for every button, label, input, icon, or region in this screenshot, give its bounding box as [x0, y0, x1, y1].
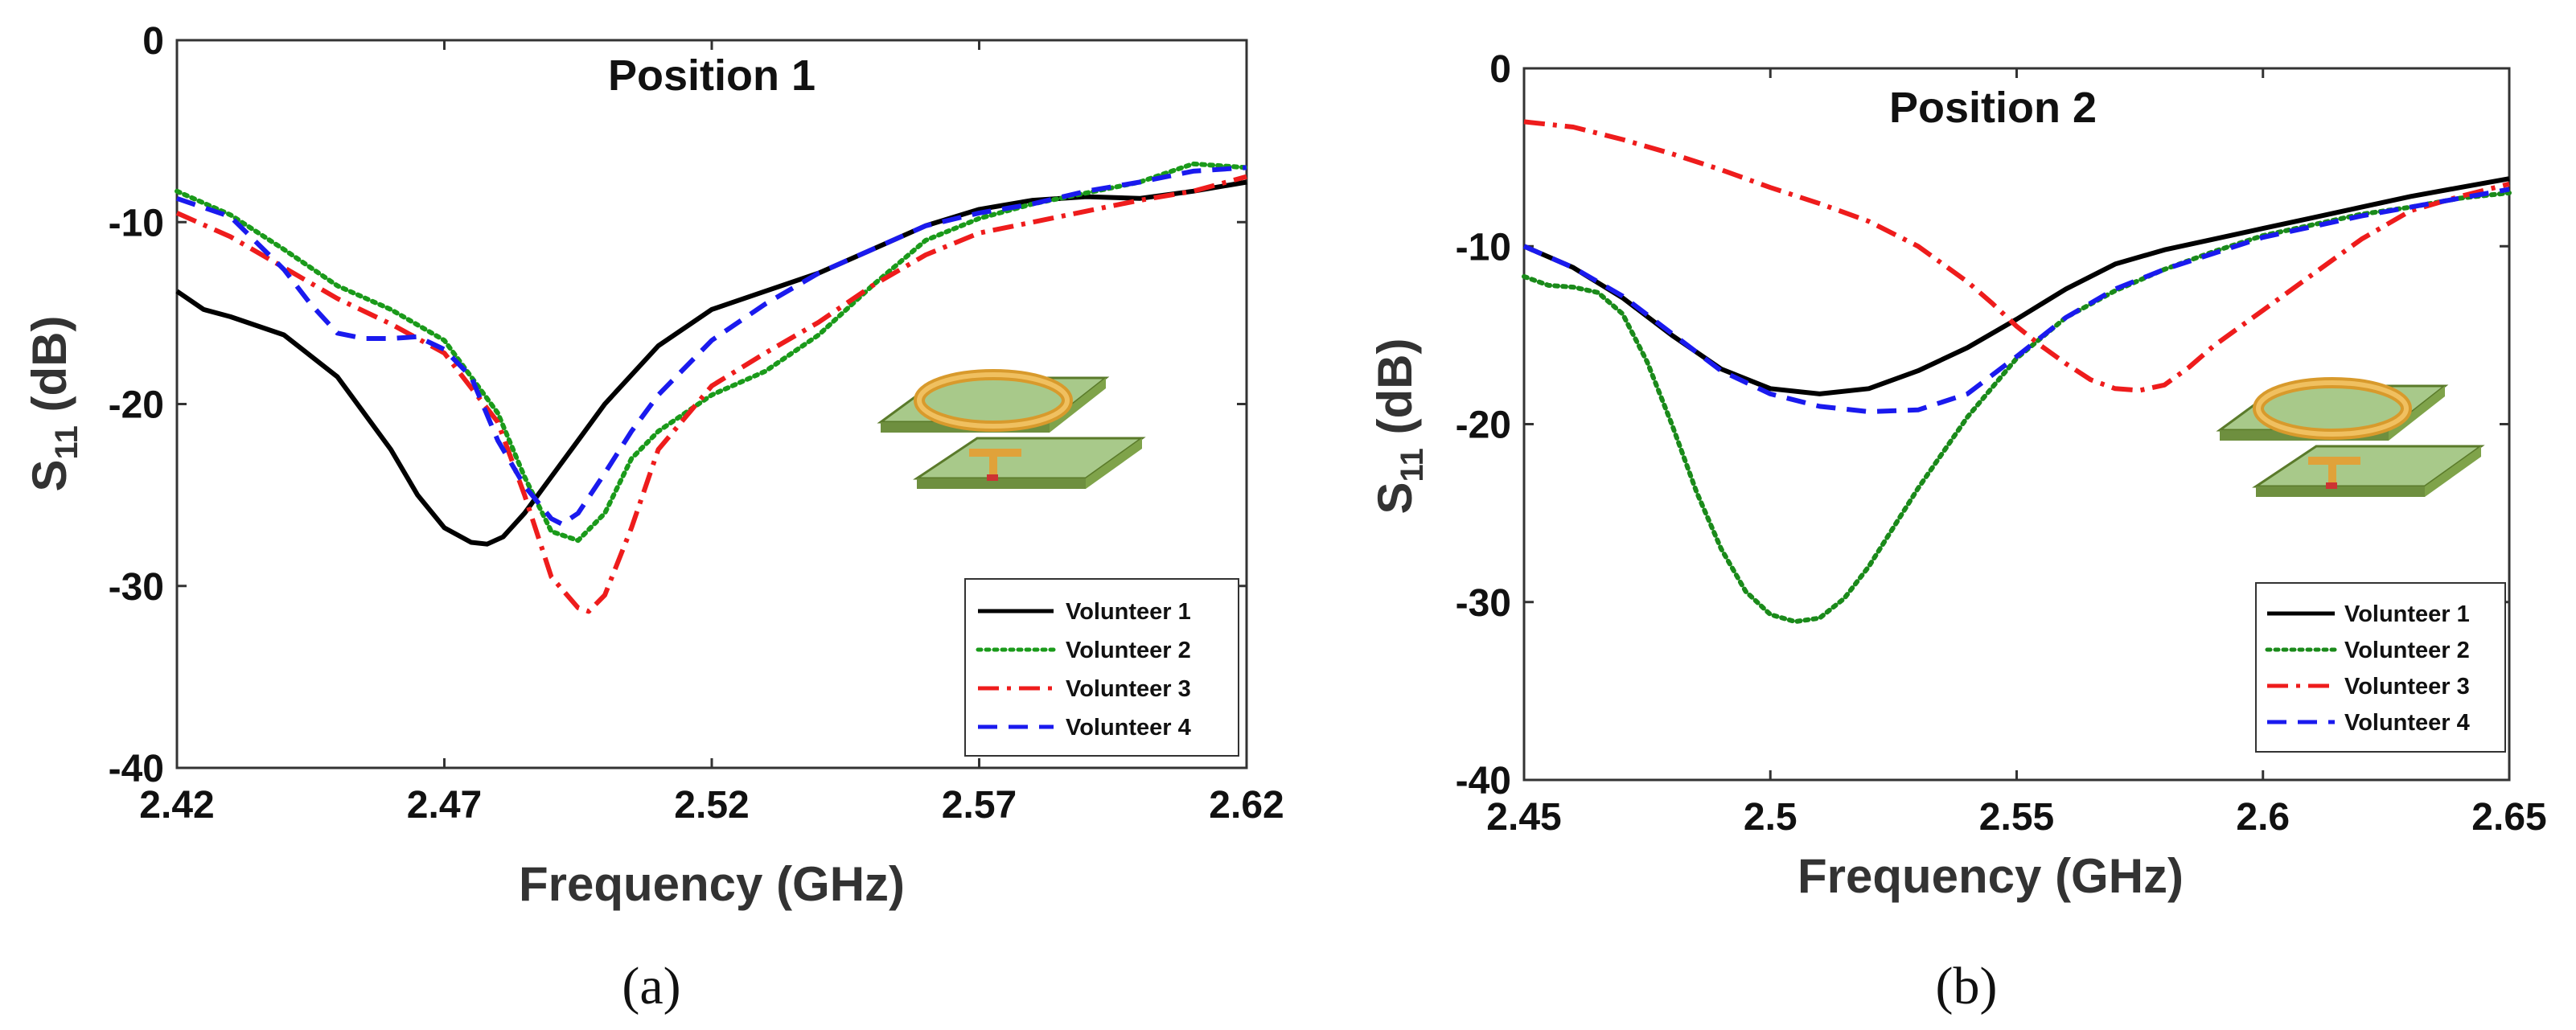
x-tick-label: 2.55	[1979, 796, 2054, 839]
y-tick-label: -10	[109, 202, 164, 244]
series-line-volunteer-4	[176, 165, 1247, 527]
y-axis-title-main: S	[1368, 482, 1422, 514]
axis-ticks: 2.42 2.47 2.52 2.57 2.62 0 -10 -20 -30 -40	[109, 20, 1284, 827]
y-axis-title-sub: 11	[49, 425, 84, 459]
y-axis-title: S11 (dB)	[1368, 339, 1430, 515]
series-line-volunteer-1	[175, 179, 1247, 547]
svg-text:S11 (dB): S11 (dB)	[23, 316, 84, 492]
series-line-volunteer-4	[1522, 187, 2510, 414]
legend-entry-volunteer-2: Volunteer 2	[2265, 638, 2470, 663]
x-tick-label: 2.5	[1744, 796, 1797, 839]
legend-entry-volunteer-4: Volunteer 4	[2267, 710, 2470, 736]
y-axis-title-unit: (dB)	[1368, 339, 1422, 449]
y-axis-title-main: S	[23, 459, 76, 491]
y-axis-title-sub: 11	[1395, 448, 1430, 482]
antenna-inset-icon	[2216, 377, 2485, 497]
panel-label: (a)	[622, 957, 680, 1016]
y-tick-label: 0	[142, 20, 164, 63]
legend-entry-volunteer-2: Volunteer 2	[976, 638, 1191, 663]
x-tick-label: 2.6	[2236, 796, 2290, 839]
antenna-inset-icon	[877, 369, 1146, 489]
legend-label: Volunteer 2	[1066, 638, 1191, 663]
x-tick-label: 2.45	[1486, 796, 1561, 839]
x-axis-title: Frequency (GHz)	[519, 857, 905, 911]
x-tick-label: 2.52	[674, 784, 749, 827]
legend-label: Volunteer 1	[1066, 599, 1191, 625]
legend-box	[2255, 582, 2506, 753]
series-line-volunteer-3	[175, 174, 1247, 614]
y-tick-label: -30	[1456, 582, 1511, 625]
x-tick-label: 2.42	[139, 784, 214, 827]
y-axis-title: S11 (dB)	[23, 316, 84, 492]
y-tick-label: -20	[109, 384, 164, 427]
legend-label: Volunteer 2	[2344, 638, 2470, 663]
legend-entry-volunteer-4: Volunteer 4	[978, 715, 1191, 741]
series-lines	[175, 161, 1249, 614]
legend-label: Volunteer 4	[2344, 710, 2470, 736]
y-tick-label: -30	[109, 566, 164, 609]
y-tick-label: 0	[1489, 48, 1511, 91]
y-tick-label: -40	[109, 748, 164, 790]
chart-title: Position 1	[608, 51, 816, 100]
legend-label: Volunteer 4	[1066, 715, 1191, 741]
chart-panel-a: 2.42 2.47 2.52 2.57 2.62 0 -10 -20 -30 -40 Positi…	[23, 20, 1284, 1016]
axis-ticks: 2.45 2.5 2.55 2.6 2.65 0 -10 -20 -30 -40	[1456, 48, 2547, 839]
x-tick-label: 2.65	[2471, 796, 2546, 839]
y-axis-title-unit: (dB)	[23, 316, 76, 426]
series-line-volunteer-2	[1522, 190, 2512, 625]
panel-label: (b)	[1936, 957, 1998, 1016]
legend: Volunteer 1 Volunteer 2 Volunteer 3 Volu…	[964, 578, 1239, 757]
legend-label: Volunteer 3	[1066, 676, 1191, 702]
y-tick-label: -20	[1456, 404, 1511, 447]
y-tick-label: -10	[1456, 226, 1511, 269]
legend-entry-volunteer-1: Volunteer 1	[978, 599, 1191, 625]
chart-title: Position 2	[1889, 84, 2097, 132]
svg-text:S11 (dB): S11 (dB)	[1368, 339, 1430, 515]
legend-entry-volunteer-3: Volunteer 3	[2267, 674, 2470, 700]
x-axis-title: Frequency (GHz)	[1797, 849, 2184, 903]
legend-entry-volunteer-3: Volunteer 3	[978, 676, 1191, 702]
legend-entry-volunteer-1: Volunteer 1	[2267, 601, 2470, 627]
chart-panel-b: 2.45 2.5 2.55 2.6 2.65 0 -10 -20 -30 -40 Position…	[1368, 48, 2547, 1016]
x-tick-label: 2.47	[407, 784, 482, 827]
series-line-volunteer-3	[1523, 119, 2510, 393]
y-tick-label: -40	[1456, 760, 1511, 802]
legend-label: Volunteer 1	[2344, 601, 2470, 627]
x-tick-label: 2.57	[942, 784, 1017, 827]
legend: Volunteer 1 Volunteer 2 Volunteer 3 Volu…	[2255, 582, 2506, 753]
series-lines	[1522, 119, 2512, 625]
legend-label: Volunteer 3	[2344, 674, 2470, 700]
x-tick-label: 2.62	[1209, 784, 1284, 827]
